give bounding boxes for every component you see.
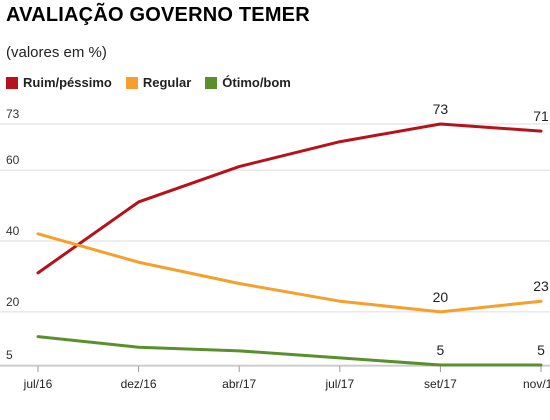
legend-item-regular: Regular [125,75,192,90]
x-tick-label-4: set/17 [424,377,457,391]
legend-label-ruim: Ruim/péssimo [23,75,112,90]
x-tick-label-0: jul/16 [23,377,53,391]
y-tick-label-40: 40 [6,224,20,238]
data-label-2-4: 5 [437,342,445,358]
y-tick-label-5: 5 [6,348,13,362]
legend-item-otimo: Ótimo/bom [205,75,291,90]
legend-swatch-regular [125,76,138,89]
legend-label-regular: Regular [142,75,192,90]
series-line-0 [36,122,543,275]
chart-subtitle: (valores em %) [6,44,107,61]
data-label-1-4: 20 [433,289,449,305]
data-label-0-4: 73 [433,101,449,117]
legend-swatch-otimo [205,76,218,89]
x-tick-label-1: dez/16 [121,377,157,391]
chart-title: AVALIAÇÃO GOVERNO TEMER [6,4,310,26]
series-line-2 [36,335,543,367]
legend-label-otimo: Ótimo/bom [222,75,291,90]
data-label-2-5: 5 [537,342,545,358]
series-line-1 [36,232,543,314]
data-label-0-5: 71 [533,108,549,124]
y-tick-label-20: 20 [6,295,20,309]
x-tick-label-2: abr/17 [222,377,256,391]
chart-legend: Ruim/péssimo Regular Ótimo/bom [6,75,291,90]
data-label-1-5: 23 [533,278,549,294]
y-tick-label-73: 73 [6,107,20,121]
x-tick-label-3: jul/17 [324,377,354,391]
legend-swatch-ruim [6,76,18,89]
legend-item-ruim: Ruim/péssimo [6,75,112,90]
x-tick-label-5: nov/17 [523,377,550,391]
y-tick-label-60: 60 [6,153,20,167]
